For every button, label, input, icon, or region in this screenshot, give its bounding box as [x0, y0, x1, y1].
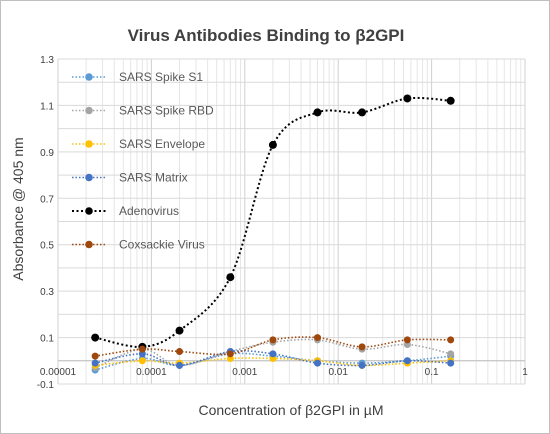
data-point [313, 334, 321, 342]
legend: SARS Spike S1 SARS Spike RBD SARS Envelope… [72, 70, 214, 252]
data-point [226, 350, 234, 358]
data-point [358, 343, 366, 351]
legend-marker [85, 207, 93, 215]
data-point [176, 361, 184, 369]
data-point [358, 108, 367, 117]
legend-marker [85, 140, 93, 148]
x-tick-label: 0.0001 [136, 367, 167, 378]
data-point [447, 336, 455, 344]
data-point [138, 357, 146, 365]
legend-label: SARS Spike S1 [119, 70, 203, 84]
data-point [91, 359, 99, 367]
data-point [403, 336, 411, 344]
data-point [268, 140, 277, 149]
legend-marker [85, 173, 93, 182]
y-tick-label: 0.5 [40, 241, 54, 252]
data-point [313, 359, 321, 367]
data-point [447, 350, 455, 358]
legend-marker [85, 240, 93, 249]
x-axis-title: Concentration of β2GPI in µM [199, 402, 384, 418]
y-tick-label: 0.1 [40, 334, 54, 345]
series-layer [91, 94, 455, 374]
x-tick-label: 0.1 [425, 367, 439, 378]
y-axis-title: Absorbance @ 405 nm [10, 137, 26, 280]
x-tick-label: 0.00001 [40, 367, 77, 378]
x-tick-label: 0.001 [232, 367, 257, 378]
data-point [313, 108, 322, 117]
data-point [269, 350, 277, 358]
x-tick-label: 0.01 [328, 367, 348, 378]
y-tick-label: 0.3 [40, 287, 54, 298]
legend-marker [85, 73, 93, 81]
y-tick-label: 1.1 [40, 101, 54, 112]
chart-title: Virus Antibodies Binding to β2GPI [128, 26, 405, 45]
data-point [226, 273, 235, 282]
data-point [138, 345, 146, 353]
data-point [447, 359, 455, 367]
data-point [403, 357, 411, 365]
legend-label: SARS Envelope [119, 137, 205, 151]
series-line [94, 352, 451, 371]
y-tick-label: 1.3 [40, 55, 54, 66]
data-point [91, 352, 99, 360]
grid-layer [57, 58, 526, 385]
legend-label: Coxsackie Virus [119, 238, 205, 252]
data-point [446, 96, 455, 105]
data-point [358, 361, 366, 369]
data-point [269, 336, 277, 344]
legend-label: SARS Spike RBD [119, 104, 214, 118]
legend-label: SARS Matrix [119, 171, 188, 185]
data-point [175, 326, 184, 335]
y-tick-label: -0.1 [37, 380, 55, 391]
series-line [94, 96, 451, 348]
data-point [176, 348, 184, 355]
y-tick-label: 0.9 [40, 148, 54, 159]
x-tick-label: 1 [522, 367, 528, 378]
legend-label: Adenovirus [119, 204, 179, 218]
y-tick-label: 0.7 [40, 194, 54, 205]
legend-marker [85, 106, 93, 115]
data-point [403, 94, 412, 103]
data-point [91, 333, 100, 342]
